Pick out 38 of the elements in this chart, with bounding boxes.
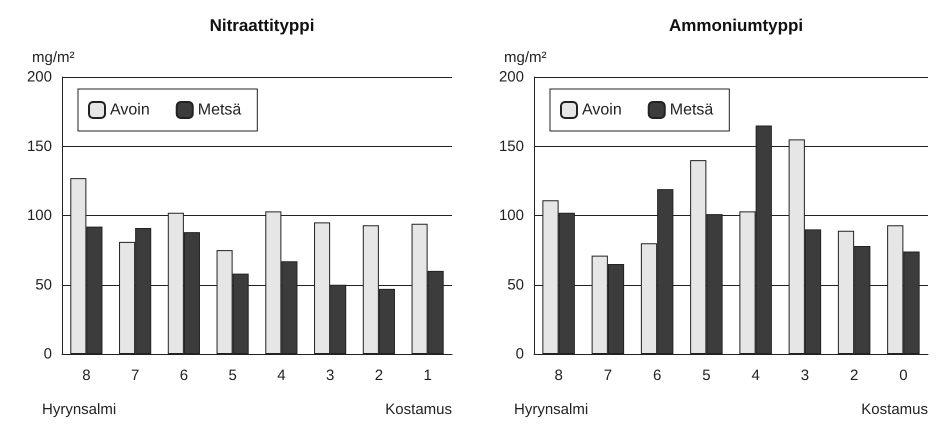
y-tick-label: 150	[26, 138, 52, 155]
chart-title: Ammoniumtyppi	[668, 16, 804, 35]
y-tick-label: 100	[498, 207, 524, 224]
x-tick-label: 3	[326, 367, 334, 384]
y-tick-label: 150	[498, 138, 524, 155]
legend-label: Avoin	[110, 102, 150, 118]
chart-title: Nitraattityppi	[210, 16, 314, 35]
x-tick-label: 5	[702, 367, 711, 384]
x-tick-label: 2	[374, 367, 384, 384]
y-tick-label: 50	[507, 276, 524, 294]
x-tick-label: 8	[82, 367, 91, 384]
x-tick-label: 7	[130, 367, 140, 384]
text: Hyrynsalmi	[514, 401, 588, 418]
y-axis-title: mg/m²	[504, 49, 546, 66]
y-tick-label: 0	[516, 346, 524, 362]
y-tick-label: 200	[498, 68, 524, 86]
x-tick-label: 6	[180, 367, 188, 384]
x-tick-label: 5	[228, 367, 237, 384]
text: Kostamus	[861, 401, 928, 418]
legend-label: Metsä	[198, 102, 242, 118]
x-tick-label: 6	[652, 367, 662, 384]
text: Kostamus	[385, 401, 452, 418]
x-tick-label: 0	[899, 367, 908, 384]
y-axis-title: mg/m²	[32, 49, 74, 66]
x-tick-label: 7	[604, 367, 612, 384]
text: Hyrynsalmi	[42, 401, 116, 418]
legend-label: Avoin	[582, 102, 622, 118]
x-tick-label: 3	[800, 367, 810, 384]
y-tick-label: 0	[44, 346, 52, 362]
x-tick-label: 4	[277, 367, 286, 384]
y-tick-label: 50	[35, 276, 52, 294]
x-tick-label: 8	[554, 367, 563, 384]
x-tick-label: 1	[423, 367, 432, 384]
y-tick-label: 100	[26, 207, 52, 224]
x-tick-label: 2	[850, 367, 858, 384]
y-tick-label: 200	[26, 68, 52, 86]
x-tick-label: 4	[751, 367, 760, 384]
legend-label: Metsä	[670, 102, 714, 118]
